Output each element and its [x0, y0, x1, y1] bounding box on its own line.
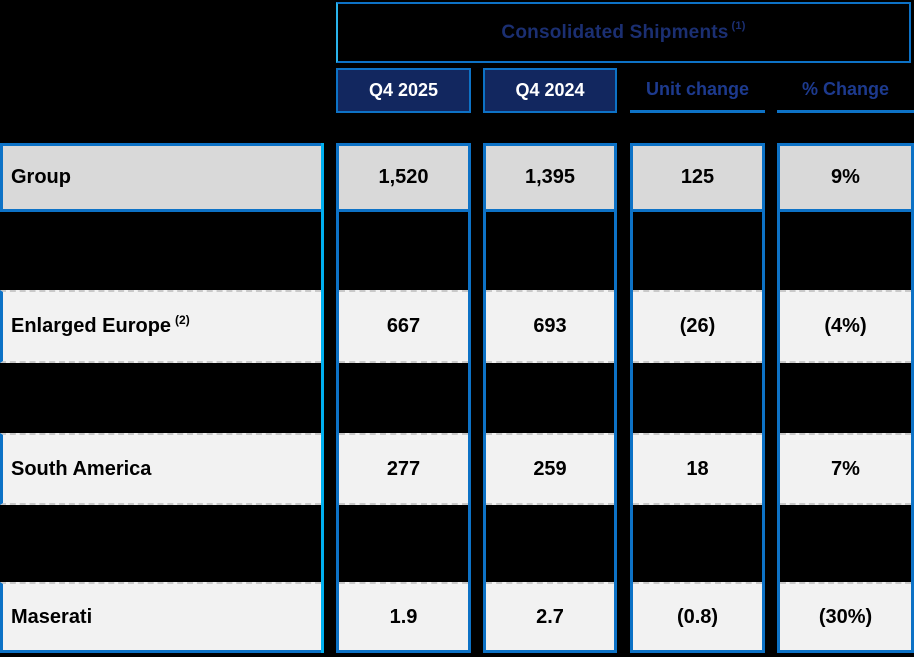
column-header-label: Q4 2025	[368, 80, 439, 100]
row-label-text: Group	[11, 166, 71, 188]
value-cell: 2.7	[486, 582, 614, 653]
row-label-enlarged-europe: Enlarged Europe (2)	[0, 290, 321, 363]
row-label-south-america: South America	[0, 433, 321, 505]
row-footnote-marker: (2)	[175, 312, 190, 327]
value-cell: 277	[339, 433, 468, 505]
q4-2024-column: 1,395 693 259 2.7	[483, 143, 617, 653]
percent-change-column: 9% (4%) 7% (30%)	[777, 143, 914, 653]
unit-change-column: 125 (26) 18 (0.8)	[630, 143, 765, 653]
label-column: Group Enlarged Europe (2) South America M…	[0, 143, 324, 653]
column-header-label: Q4 2024	[515, 80, 585, 100]
consolidated-shipments-header: Consolidated Shipments (1)	[336, 2, 911, 63]
value-cell: 7%	[780, 433, 911, 505]
value-cell: 693	[486, 290, 614, 363]
q4-2025-column: 1,520 667 277 1.9	[336, 143, 471, 653]
value-cell: 667	[339, 290, 468, 363]
row-label-text: Maserati	[11, 605, 93, 628]
row-label-maserati: Maserati	[0, 582, 321, 653]
value-cell: 1.9	[339, 582, 468, 653]
value-cell: 9%	[780, 143, 911, 212]
column-header-label: Unit change	[645, 78, 749, 99]
value-cell: 1,395	[486, 143, 614, 212]
column-header-unit-change: Unit change	[630, 68, 765, 113]
value-cell: (30%)	[780, 582, 911, 653]
value-cell: 1,520	[339, 143, 468, 212]
column-header-q4-2024: Q4 2024	[483, 68, 617, 113]
value-cell: 125	[633, 143, 762, 212]
row-label-group: Group	[0, 143, 321, 212]
row-label-text: South America	[11, 457, 152, 480]
title-footnote-marker: (1)	[731, 19, 746, 32]
row-label-text: Enlarged Europe	[11, 315, 172, 337]
column-header-label: % Change	[801, 78, 889, 99]
value-cell: 18	[633, 433, 762, 505]
value-cell: (4%)	[780, 290, 911, 363]
table-title: Consolidated Shipments	[501, 21, 729, 43]
column-header-percent-change: % Change	[777, 68, 914, 113]
value-cell: (26)	[633, 290, 762, 363]
value-cell: 259	[486, 433, 614, 505]
value-cell: (0.8)	[633, 582, 762, 653]
column-header-q4-2025: Q4 2025	[336, 68, 471, 113]
